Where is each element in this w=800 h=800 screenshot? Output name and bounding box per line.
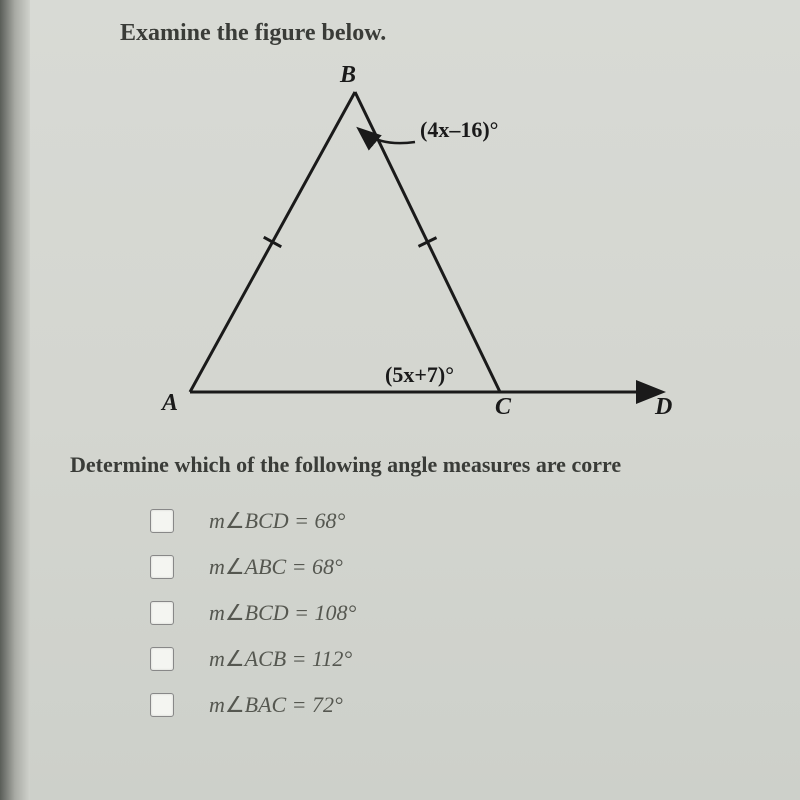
option-checkbox[interactable] xyxy=(150,509,174,533)
screen-edge xyxy=(0,0,30,800)
instruction-text: Examine the figure below. xyxy=(50,0,800,57)
option-row: m∠BCD = 68° xyxy=(50,498,800,544)
svg-text:D: D xyxy=(654,394,672,420)
svg-text:B: B xyxy=(339,62,356,88)
option-text: m∠BCD = 68° xyxy=(209,508,345,534)
option-row: m∠ABC = 68° xyxy=(50,544,800,590)
question-content: Examine the figure below. A B C D (4x–16)° (5… xyxy=(50,0,800,728)
option-text: m∠ACB = 112° xyxy=(209,646,352,672)
svg-text:C: C xyxy=(495,394,512,420)
option-text: m∠BCD = 108° xyxy=(209,600,356,626)
svg-text:(5x+7)°: (5x+7)° xyxy=(385,362,454,387)
option-checkbox[interactable] xyxy=(150,601,174,625)
prompt-text: Determine which of the following angle m… xyxy=(50,437,800,498)
option-checkbox[interactable] xyxy=(150,693,174,717)
geometry-figure: A B C D (4x–16)° (5x+7)° xyxy=(130,57,680,437)
option-text: m∠BAC = 72° xyxy=(209,692,343,718)
option-row: m∠BAC = 72° xyxy=(50,682,800,728)
options-list: m∠BCD = 68° m∠ABC = 68° m∠BCD = 108° m∠ACB … xyxy=(50,498,800,728)
option-checkbox[interactable] xyxy=(150,647,174,671)
option-text: m∠ABC = 68° xyxy=(209,554,343,580)
svg-text:(4x–16)°: (4x–16)° xyxy=(420,117,498,142)
option-row: m∠BCD = 108° xyxy=(50,590,800,636)
svg-text:A: A xyxy=(160,390,178,416)
option-checkbox[interactable] xyxy=(150,555,174,579)
option-row: m∠ACB = 112° xyxy=(50,636,800,682)
triangle-diagram: A B C D (4x–16)° (5x+7)° xyxy=(130,57,680,437)
